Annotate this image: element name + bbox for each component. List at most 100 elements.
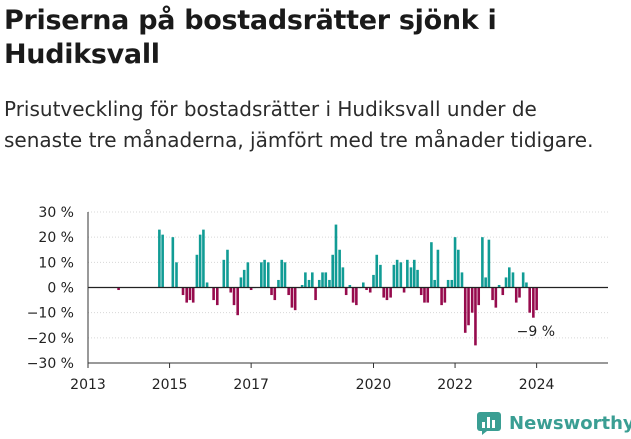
y-tick-label: −20 % — [27, 331, 74, 347]
bar — [263, 259, 266, 288]
bar — [195, 254, 199, 288]
bar — [436, 249, 440, 288]
bar — [188, 287, 192, 301]
bar — [419, 287, 423, 296]
bar — [331, 254, 335, 288]
bar — [215, 287, 219, 306]
bar — [385, 287, 389, 301]
bar — [198, 234, 202, 288]
bar — [470, 287, 474, 313]
bar — [280, 259, 284, 288]
bar — [518, 287, 521, 298]
y-tick-label: 0 % — [47, 281, 74, 297]
bar — [375, 254, 379, 288]
bar — [239, 277, 243, 288]
bar — [379, 264, 382, 288]
bar — [158, 229, 161, 288]
bar — [232, 287, 236, 306]
bar — [361, 282, 365, 288]
bar — [430, 242, 433, 288]
bar — [484, 277, 487, 288]
bar — [481, 237, 484, 288]
bar — [521, 272, 525, 288]
bar — [491, 287, 494, 301]
bar — [181, 287, 185, 296]
y-tick-label: −10 % — [27, 306, 74, 322]
bar — [535, 287, 538, 311]
bar — [311, 272, 314, 288]
bar — [440, 287, 443, 306]
axes: 30 % 20 % 10 % 0 % −10 % −20 % −30 % 2013 2015 20… — [27, 205, 608, 393]
bar — [317, 279, 321, 288]
bar — [389, 287, 392, 298]
bar — [402, 287, 406, 293]
bar — [287, 287, 290, 296]
bar — [205, 282, 209, 288]
bar — [260, 262, 263, 288]
bar — [450, 279, 454, 288]
last-value-label: −9 % — [517, 324, 555, 340]
y-tick-label: −30 % — [27, 356, 74, 372]
bar — [328, 279, 331, 288]
bar — [355, 287, 358, 306]
bar — [324, 272, 328, 288]
bar — [416, 269, 419, 288]
bar — [334, 224, 338, 288]
bar — [351, 287, 355, 303]
y-tick-label: 10 % — [38, 255, 74, 271]
bar — [117, 287, 120, 291]
bar — [348, 284, 352, 288]
bar — [365, 287, 368, 291]
x-tick-label: 2013 — [70, 377, 106, 393]
bar — [236, 287, 239, 316]
bar — [423, 287, 426, 303]
bar — [457, 249, 460, 288]
bar — [321, 272, 324, 288]
bar — [443, 287, 447, 303]
bar — [409, 267, 413, 288]
bar — [290, 287, 294, 308]
bar — [463, 287, 467, 333]
y-tick-label: 30 % — [38, 205, 74, 221]
bar — [242, 269, 246, 288]
newsworthy-logo-icon — [477, 412, 501, 435]
bar — [171, 237, 175, 288]
bar — [426, 287, 430, 303]
bar — [229, 287, 233, 293]
bar — [161, 234, 164, 288]
bar — [525, 282, 528, 288]
bar — [514, 287, 518, 303]
bar — [314, 287, 317, 301]
bar — [277, 279, 280, 288]
bar — [511, 272, 515, 288]
bar — [467, 287, 470, 326]
bar — [395, 259, 399, 288]
newsworthy-logo: Newsworthy — [476, 409, 631, 437]
bar — [185, 287, 188, 303]
x-tick-label: 2015 — [152, 377, 188, 393]
bar — [222, 259, 226, 288]
bar — [273, 287, 277, 301]
bar — [477, 287, 481, 306]
x-tick-label: 2020 — [356, 377, 392, 393]
bar — [474, 287, 477, 346]
bar — [293, 287, 297, 311]
bar — [266, 262, 270, 288]
bar — [412, 259, 416, 288]
bar — [283, 262, 287, 288]
bar — [344, 287, 348, 296]
bar — [446, 279, 450, 288]
x-tick-label: 2017 — [233, 377, 269, 393]
bar — [453, 237, 457, 288]
bar — [406, 259, 409, 288]
bar — [532, 287, 535, 318]
bar — [368, 287, 372, 293]
bar — [487, 239, 491, 288]
bar — [249, 287, 253, 291]
bar — [382, 287, 385, 298]
bar — [202, 229, 205, 288]
x-tick-label: 2024 — [519, 377, 555, 393]
brand-name: Newsworthy — [509, 412, 631, 434]
bar — [307, 279, 311, 288]
